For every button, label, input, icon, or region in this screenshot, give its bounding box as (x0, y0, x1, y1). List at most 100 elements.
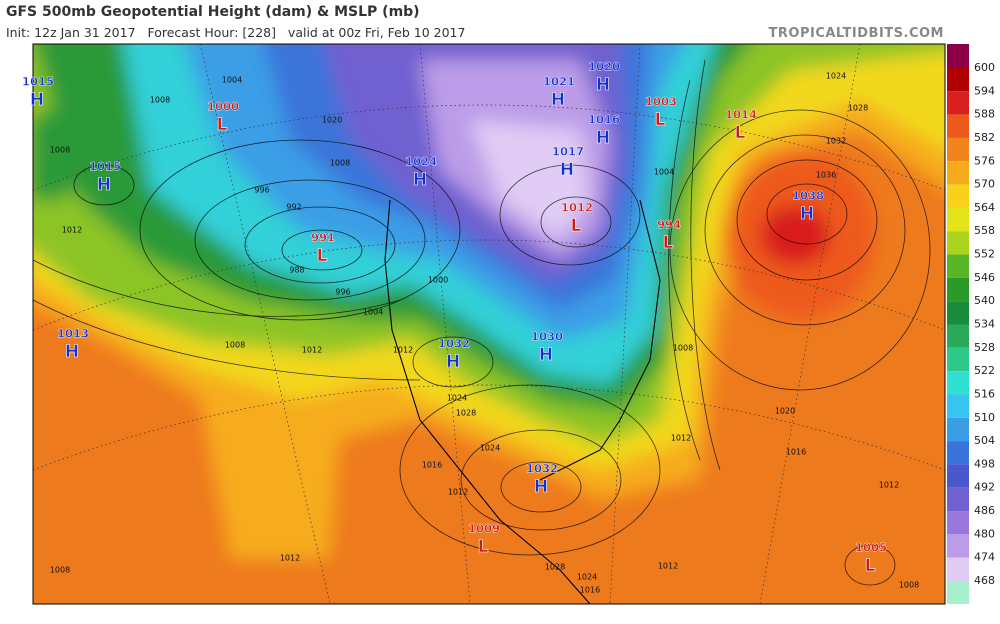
pressure-center-value: 1021 (543, 75, 575, 89)
pressure-center-letter: L (571, 216, 582, 236)
isobar-label: 992 (286, 203, 301, 212)
colorbar-label: 516 (974, 387, 995, 400)
pressure-center-value: 1032 (526, 462, 558, 476)
pressure-center-letter: H (596, 128, 610, 148)
pressure-center-value: 991 (311, 231, 335, 245)
colorbar-cell (947, 487, 969, 512)
isobar-label: 996 (335, 288, 350, 297)
colorbar-cell (947, 557, 969, 581)
colorbar-cell (947, 371, 969, 395)
isobar-label: 988 (289, 266, 304, 275)
colorbar-cell (947, 301, 969, 325)
colorbar-cell (947, 417, 969, 442)
colorbar-label: 588 (974, 108, 995, 121)
colorbar-label: 582 (974, 131, 995, 144)
colorbar-label: 558 (974, 224, 995, 237)
isobar-label: 1016 (422, 461, 442, 470)
isobar-label: 1028 (545, 563, 565, 572)
isobar-label: 1004 (363, 308, 383, 317)
title: GFS 500mb Geopotential Height (dam) & MS… (6, 4, 420, 20)
pressure-center-value: 1003 (645, 95, 677, 109)
isobar-label: 1008 (899, 581, 919, 590)
pressure-center-value: 1024 (405, 155, 437, 169)
colorbar-label: 474 (974, 551, 995, 564)
colorbar-cell (947, 114, 969, 138)
pressure-center-value: 1030 (531, 330, 563, 344)
pressure-center-letter: H (596, 75, 610, 95)
colorbar-cell (947, 394, 969, 418)
pressure-center-letter: H (30, 90, 44, 110)
isobar-label: 1028 (456, 409, 476, 418)
isobar-label: 1012 (658, 562, 678, 571)
pressure-center-letter: H (551, 90, 565, 110)
pressure-center-value: 1015 (89, 160, 121, 174)
colorbar-label: 534 (974, 318, 995, 331)
pressure-center-letter: H (560, 160, 574, 180)
pressure-center-letter: L (217, 115, 228, 135)
colorbar-cell (947, 324, 969, 348)
map-frame (32, 43, 946, 605)
isobar-label: 996 (254, 186, 269, 195)
pressure-center-value: 1032 (438, 337, 470, 351)
colorbar-label: 564 (974, 201, 995, 214)
pressure-center-value: 1038 (792, 189, 824, 203)
colorbar-cell (947, 441, 969, 465)
isobar-label: 1036 (816, 171, 836, 180)
isobar-label: 1004 (222, 76, 242, 85)
colorbar-label: 600 (974, 61, 995, 74)
colorbar-cell (947, 231, 969, 255)
isobar-label: 1008 (50, 566, 70, 575)
isobar-label: 1028 (848, 104, 868, 113)
isobar-label: 1012 (879, 481, 899, 490)
colorbar-cell (947, 511, 969, 535)
isobar-label: 1008 (150, 96, 170, 105)
pressure-center-letter: L (865, 556, 876, 576)
colorbar-cell (947, 347, 969, 372)
isobar-label: 1012 (280, 554, 300, 563)
isobar-label: 1016 (786, 448, 806, 457)
pressure-center-letter: H (65, 342, 79, 362)
colorbar-label: 492 (974, 481, 995, 494)
pressure-center-letter: L (655, 110, 666, 130)
pressure-center-value: 1012 (561, 201, 593, 215)
pressure-center-value: 1014 (725, 108, 757, 122)
colorbar-cell (947, 137, 969, 162)
colorbar-label: 546 (974, 271, 995, 284)
colorbar-label: 468 (974, 574, 995, 587)
pressure-center-letter: L (317, 246, 328, 266)
isobar-label: 1004 (654, 168, 674, 177)
pressure-center-value: 994 (657, 218, 681, 232)
pressure-center-letter: L (478, 537, 489, 557)
colorbar-cell (947, 277, 969, 302)
colorbar-label: 528 (974, 341, 995, 354)
pressure-center-letter: H (446, 352, 460, 372)
isobar-label: 1012 (62, 226, 82, 235)
pressure-center-value: 1013 (57, 327, 89, 341)
map (33, 44, 945, 604)
colorbar-label: 540 (974, 294, 995, 307)
colorbar-cell (947, 68, 969, 92)
pressure-center-value: 1017 (552, 145, 584, 159)
colorbar-label: 570 (974, 178, 995, 191)
colorbar-label: 552 (974, 248, 995, 261)
colorbar-cell (947, 184, 969, 208)
colorbar-label: 510 (974, 411, 995, 424)
colorbar-cell (947, 254, 969, 278)
isobar-label: 1008 (225, 341, 245, 350)
isobar-label: 1024 (577, 573, 597, 582)
colorbar-label: 498 (974, 457, 995, 470)
pressure-center-letter: H (800, 204, 814, 224)
isobar-label: 1024 (826, 72, 846, 81)
isobar-label: 1008 (673, 344, 693, 353)
colorbar-cell (947, 207, 969, 232)
pressure-center-value: 1020 (588, 60, 620, 74)
pressure-center-letter: H (97, 175, 111, 195)
isobar-label: 1032 (826, 137, 846, 146)
isobar-label: 1012 (393, 346, 413, 355)
colorbar-label: 504 (974, 434, 995, 447)
pressure-center-value: 1009 (468, 522, 500, 536)
pressure-center-letter: H (534, 477, 548, 497)
isobar-label: 1008 (50, 146, 70, 155)
colorbar-cell (947, 91, 969, 115)
